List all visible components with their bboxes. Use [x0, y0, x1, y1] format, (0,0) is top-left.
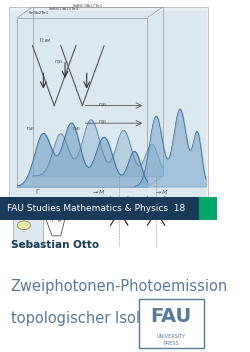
- Text: topologischer Isolatoren: topologischer Isolatoren: [11, 311, 188, 326]
- Text: $\Gamma_{CBM}$: $\Gamma_{CBM}$: [39, 36, 51, 45]
- Text: FAU Studies Mathematics & Physics  18: FAU Studies Mathematics & Physics 18: [6, 204, 185, 213]
- Text: Sebastian Otto: Sebastian Otto: [11, 240, 99, 250]
- Bar: [200, 197, 217, 220]
- Text: Zweiphotonen-Photoemission: Zweiphotonen-Photoemission: [11, 279, 228, 294]
- Text: $\Gamma$: $\Gamma$: [35, 187, 40, 196]
- Text: $\rightarrow M$: $\rightarrow M$: [91, 188, 106, 196]
- Text: $\Gamma_{IsEl}$: $\Gamma_{IsEl}$: [26, 125, 35, 133]
- Bar: [13, 197, 43, 246]
- Text: $\Gamma$: $\Gamma$: [51, 216, 56, 224]
- Text: PRESS: PRESS: [164, 341, 179, 346]
- Text: UNIVERSITY: UNIVERSITY: [157, 334, 186, 339]
- Ellipse shape: [16, 206, 32, 216]
- Text: $K$: $K$: [56, 196, 61, 203]
- Text: $\rightarrow M$: $\rightarrow M$: [154, 188, 169, 196]
- FancyBboxPatch shape: [139, 299, 204, 348]
- Bar: [0, 197, 200, 220]
- Text: $M$: $M$: [58, 217, 63, 224]
- Text: $\mathregular{SnBi_{0.3}Sb_{1.7}Te_4}$: $\mathregular{SnBi_{0.3}Sb_{1.7}Te_4}$: [72, 2, 102, 10]
- Text: $\Gamma_{QEL}$: $\Gamma_{QEL}$: [54, 58, 64, 67]
- Ellipse shape: [17, 221, 30, 230]
- Text: $\Gamma_{QEl}$: $\Gamma_{QEl}$: [98, 118, 107, 126]
- Text: FAU: FAU: [151, 307, 192, 326]
- Bar: [9, 7, 208, 206]
- Bar: [11, 11, 206, 202]
- Text: $\Gamma_{IsEl}$: $\Gamma_{IsEl}$: [72, 125, 81, 133]
- Text: $\mathregular{SnBi_{0.1}Sb_{1.9}Te_4}$: $\mathregular{SnBi_{0.1}Sb_{1.9}Te_4}$: [48, 6, 78, 13]
- Text: $\mathregular{SnSb_2Te_4}$: $\mathregular{SnSb_2Te_4}$: [28, 9, 50, 17]
- Text: $\Gamma_{QEL}$: $\Gamma_{QEL}$: [98, 101, 108, 109]
